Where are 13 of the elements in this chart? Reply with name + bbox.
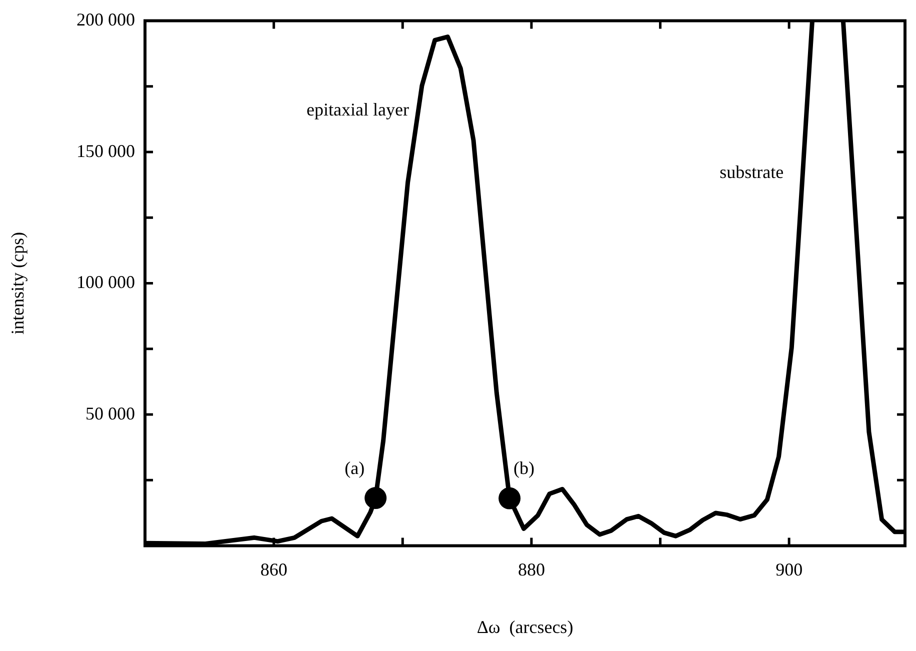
y-tick-label: 150 000 xyxy=(76,140,135,161)
x-axis-title: Δω (arcsecs) xyxy=(476,616,574,637)
annotation: substrate xyxy=(720,162,784,182)
y-axis-title: intensity (cps) xyxy=(8,232,28,335)
y-tick-label: 50 000 xyxy=(86,403,135,424)
y-tick-label: 200 000 xyxy=(76,10,135,30)
y-tick-label: 100 000 xyxy=(76,272,135,292)
annotation: (a) xyxy=(344,458,365,478)
x-tick-label: 880 xyxy=(518,559,545,580)
x-tick-label: 900 xyxy=(776,559,803,580)
x-tick-label: 860 xyxy=(260,559,288,580)
annotation: epitaxial layer xyxy=(306,99,409,120)
annotation: (b) xyxy=(514,458,535,478)
